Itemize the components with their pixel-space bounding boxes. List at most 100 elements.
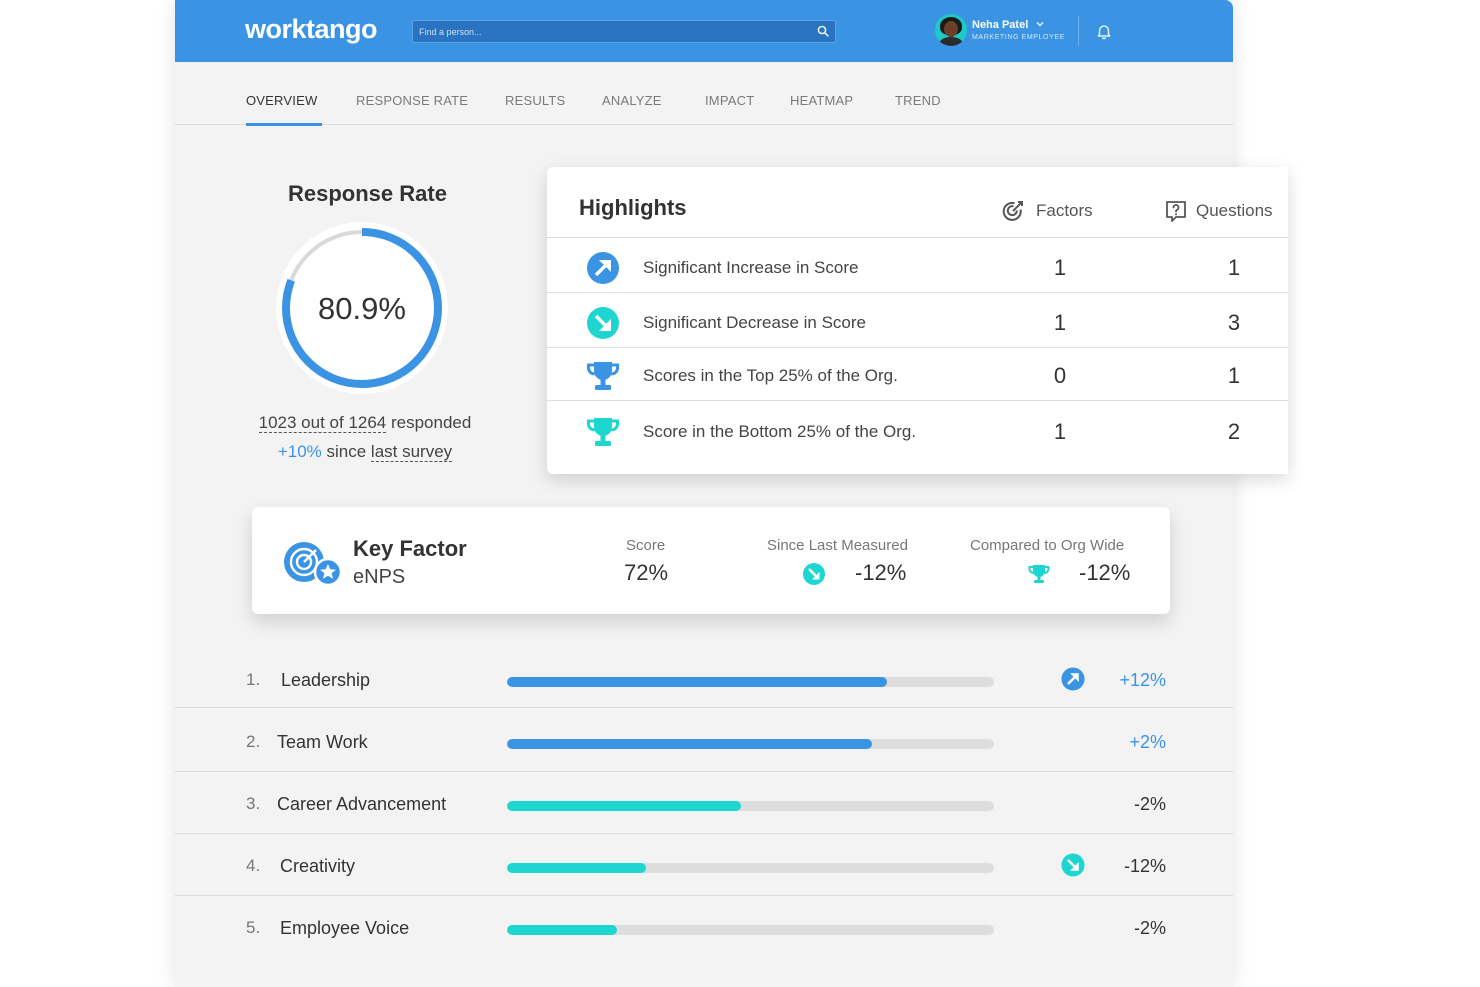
response-rate-summary: 1023 out of 1264 responded +10% since la… — [235, 408, 495, 466]
tab-bar: OVERVIEW RESPONSE RATE RESULTS ANALYZE I… — [175, 62, 1233, 126]
tab-heatmap[interactable]: HEATMAP — [790, 93, 854, 108]
highlight-label: Score in the Bottom 25% of the Org. — [643, 422, 917, 441]
response-rate-ring: 80.9% — [276, 222, 448, 394]
highlight-factors-count[interactable]: 1 — [1053, 310, 1067, 335]
avatar[interactable] — [935, 14, 967, 46]
response-rate-title: Response Rate — [288, 181, 447, 206]
user-name: Neha Patel — [972, 19, 1029, 31]
factor-label[interactable]: Career Advancement — [277, 794, 447, 814]
factor-label[interactable]: Leadership — [281, 670, 371, 690]
responded-suffix: responded — [386, 413, 472, 432]
highlight-label: Scores in the Top 25% of the Org. — [643, 366, 898, 385]
tab-trend[interactable]: TREND — [895, 93, 941, 108]
factor-rank: 1. — [246, 670, 261, 689]
tab-results[interactable]: RESULTS — [505, 93, 566, 108]
highlight-questions-count[interactable]: 1 — [1227, 363, 1241, 388]
key-factor-title: Key Factor — [353, 536, 467, 561]
factor-bar-fill — [507, 863, 646, 873]
highlight-factors-count[interactable]: 0 — [1053, 363, 1067, 388]
factor-row[interactable]: 5. Employee Voice -2% — [175, 896, 1233, 958]
response-rate-percent: 80.9% — [318, 291, 406, 326]
since-last-label: Since Last Measured — [767, 537, 908, 554]
app-window: worktango Neha Patel MARKETING EMPLOYEE — [175, 0, 1233, 987]
target-icon — [1002, 201, 1023, 221]
trophy-icon — [1028, 565, 1050, 583]
factor-change: -12% — [1123, 856, 1166, 876]
header-divider — [1078, 16, 1079, 46]
arrow-down-right-icon — [1060, 852, 1090, 882]
chevron-down-icon[interactable] — [1036, 20, 1044, 28]
search-input[interactable] — [413, 21, 803, 42]
factor-rank: 2. — [246, 732, 261, 751]
search-icon[interactable] — [817, 25, 829, 37]
score-label: Score — [626, 537, 666, 554]
factor-bar-track — [507, 925, 994, 935]
factor-bar-track — [507, 677, 994, 687]
responded-count[interactable]: 1023 out of 1264 — [258, 413, 387, 433]
highlight-row[interactable]: Scores in the Top 25% of the Org. 0 1 — [547, 347, 1288, 401]
factor-row[interactable]: 3. Career Advancement -2% — [175, 772, 1233, 834]
highlight-questions-count[interactable]: 3 — [1227, 310, 1241, 335]
user-role: MARKETING EMPLOYEE — [972, 34, 1065, 41]
tab-impact[interactable]: IMPACT — [705, 93, 755, 108]
search-box[interactable] — [412, 20, 836, 43]
highlight-questions-count[interactable]: 1 — [1227, 255, 1241, 280]
factor-change: +2% — [1129, 732, 1166, 752]
trophy-icon — [585, 358, 621, 394]
factor-row[interactable]: 4. Creativity -12% — [175, 834, 1233, 896]
highlight-row[interactable]: Score in the Bottom 25% of the Org. 1 2 — [547, 403, 1288, 457]
factor-label[interactable]: Creativity — [280, 856, 356, 876]
question-icon — [1166, 201, 1186, 222]
highlight-label: Significant Increase in Score — [643, 258, 859, 277]
factor-bar-track — [507, 739, 994, 749]
highlight-row[interactable]: Significant Increase in Score 1 1 — [547, 239, 1288, 293]
highlight-label: Significant Decrease in Score — [643, 313, 867, 332]
worktango-logo[interactable]: worktango — [245, 14, 378, 44]
factor-bar-fill — [507, 677, 887, 687]
factor-label[interactable]: Team Work — [277, 732, 368, 752]
active-tab-indicator — [246, 123, 322, 126]
arrow-down-right-icon — [585, 305, 621, 341]
tab-analyze[interactable]: ANALYZE — [602, 93, 662, 108]
factor-bar-fill — [507, 739, 873, 749]
highlights-card: Highlights Factors Questions Significant… — [547, 167, 1288, 474]
score-value: 72% — [624, 560, 669, 585]
highlight-row[interactable]: Significant Decrease in Score 1 3 — [547, 294, 1288, 348]
key-factor-name: eNPS — [353, 566, 406, 588]
tab-overview[interactable]: OVERVIEW — [246, 93, 318, 108]
factor-row[interactable]: 2. Team Work +2% — [175, 710, 1233, 772]
arrow-down-right-icon — [803, 563, 825, 585]
factor-change: +12% — [1119, 670, 1166, 690]
response-change-since: since — [321, 442, 371, 461]
highlight-factors-count[interactable]: 1 — [1053, 419, 1067, 444]
since-last-value: -12% — [855, 560, 907, 585]
factor-bar-track — [507, 863, 994, 873]
factor-change: -2% — [1133, 794, 1166, 814]
key-factor-card: Key Factor eNPS Score 72% Since Last Mea… — [252, 507, 1170, 614]
last-survey-link[interactable]: last survey — [370, 442, 453, 462]
arrow-up-right-icon — [1060, 666, 1090, 696]
col-questions: Questions — [1196, 201, 1273, 220]
factor-bar-fill — [507, 925, 617, 935]
tab-response-rate[interactable]: RESPONSE RATE — [356, 93, 469, 108]
factor-rank: 5. — [246, 918, 261, 937]
user-menu[interactable]: Neha Patel MARKETING EMPLOYEE — [935, 14, 1085, 48]
factor-rank: 3. — [246, 794, 261, 813]
org-wide-label: Compared to Org Wide — [970, 537, 1125, 554]
factor-change: -2% — [1133, 918, 1166, 938]
highlight-questions-count[interactable]: 2 — [1227, 419, 1241, 444]
factor-label[interactable]: Employee Voice — [280, 918, 410, 938]
col-factors: Factors — [1036, 201, 1093, 220]
arrow-up-right-icon — [585, 250, 621, 286]
trophy-icon — [585, 414, 621, 450]
factor-row[interactable]: 1. Leadership +12% — [175, 648, 1233, 708]
highlight-factors-count[interactable]: 1 — [1053, 255, 1067, 280]
key-factor-icon — [284, 542, 343, 587]
top-bar: worktango Neha Patel MARKETING EMPLOYEE — [175, 0, 1233, 62]
response-change: +10% — [277, 442, 322, 461]
bell-icon[interactable] — [1095, 22, 1113, 40]
factor-list: 1. Leadership +12% 2. Team Work +2% 3. Career A… — [175, 648, 1233, 968]
factor-bar-fill — [507, 801, 741, 811]
org-wide-value: -12% — [1079, 560, 1131, 585]
highlights-title: Highlights — [579, 195, 687, 220]
